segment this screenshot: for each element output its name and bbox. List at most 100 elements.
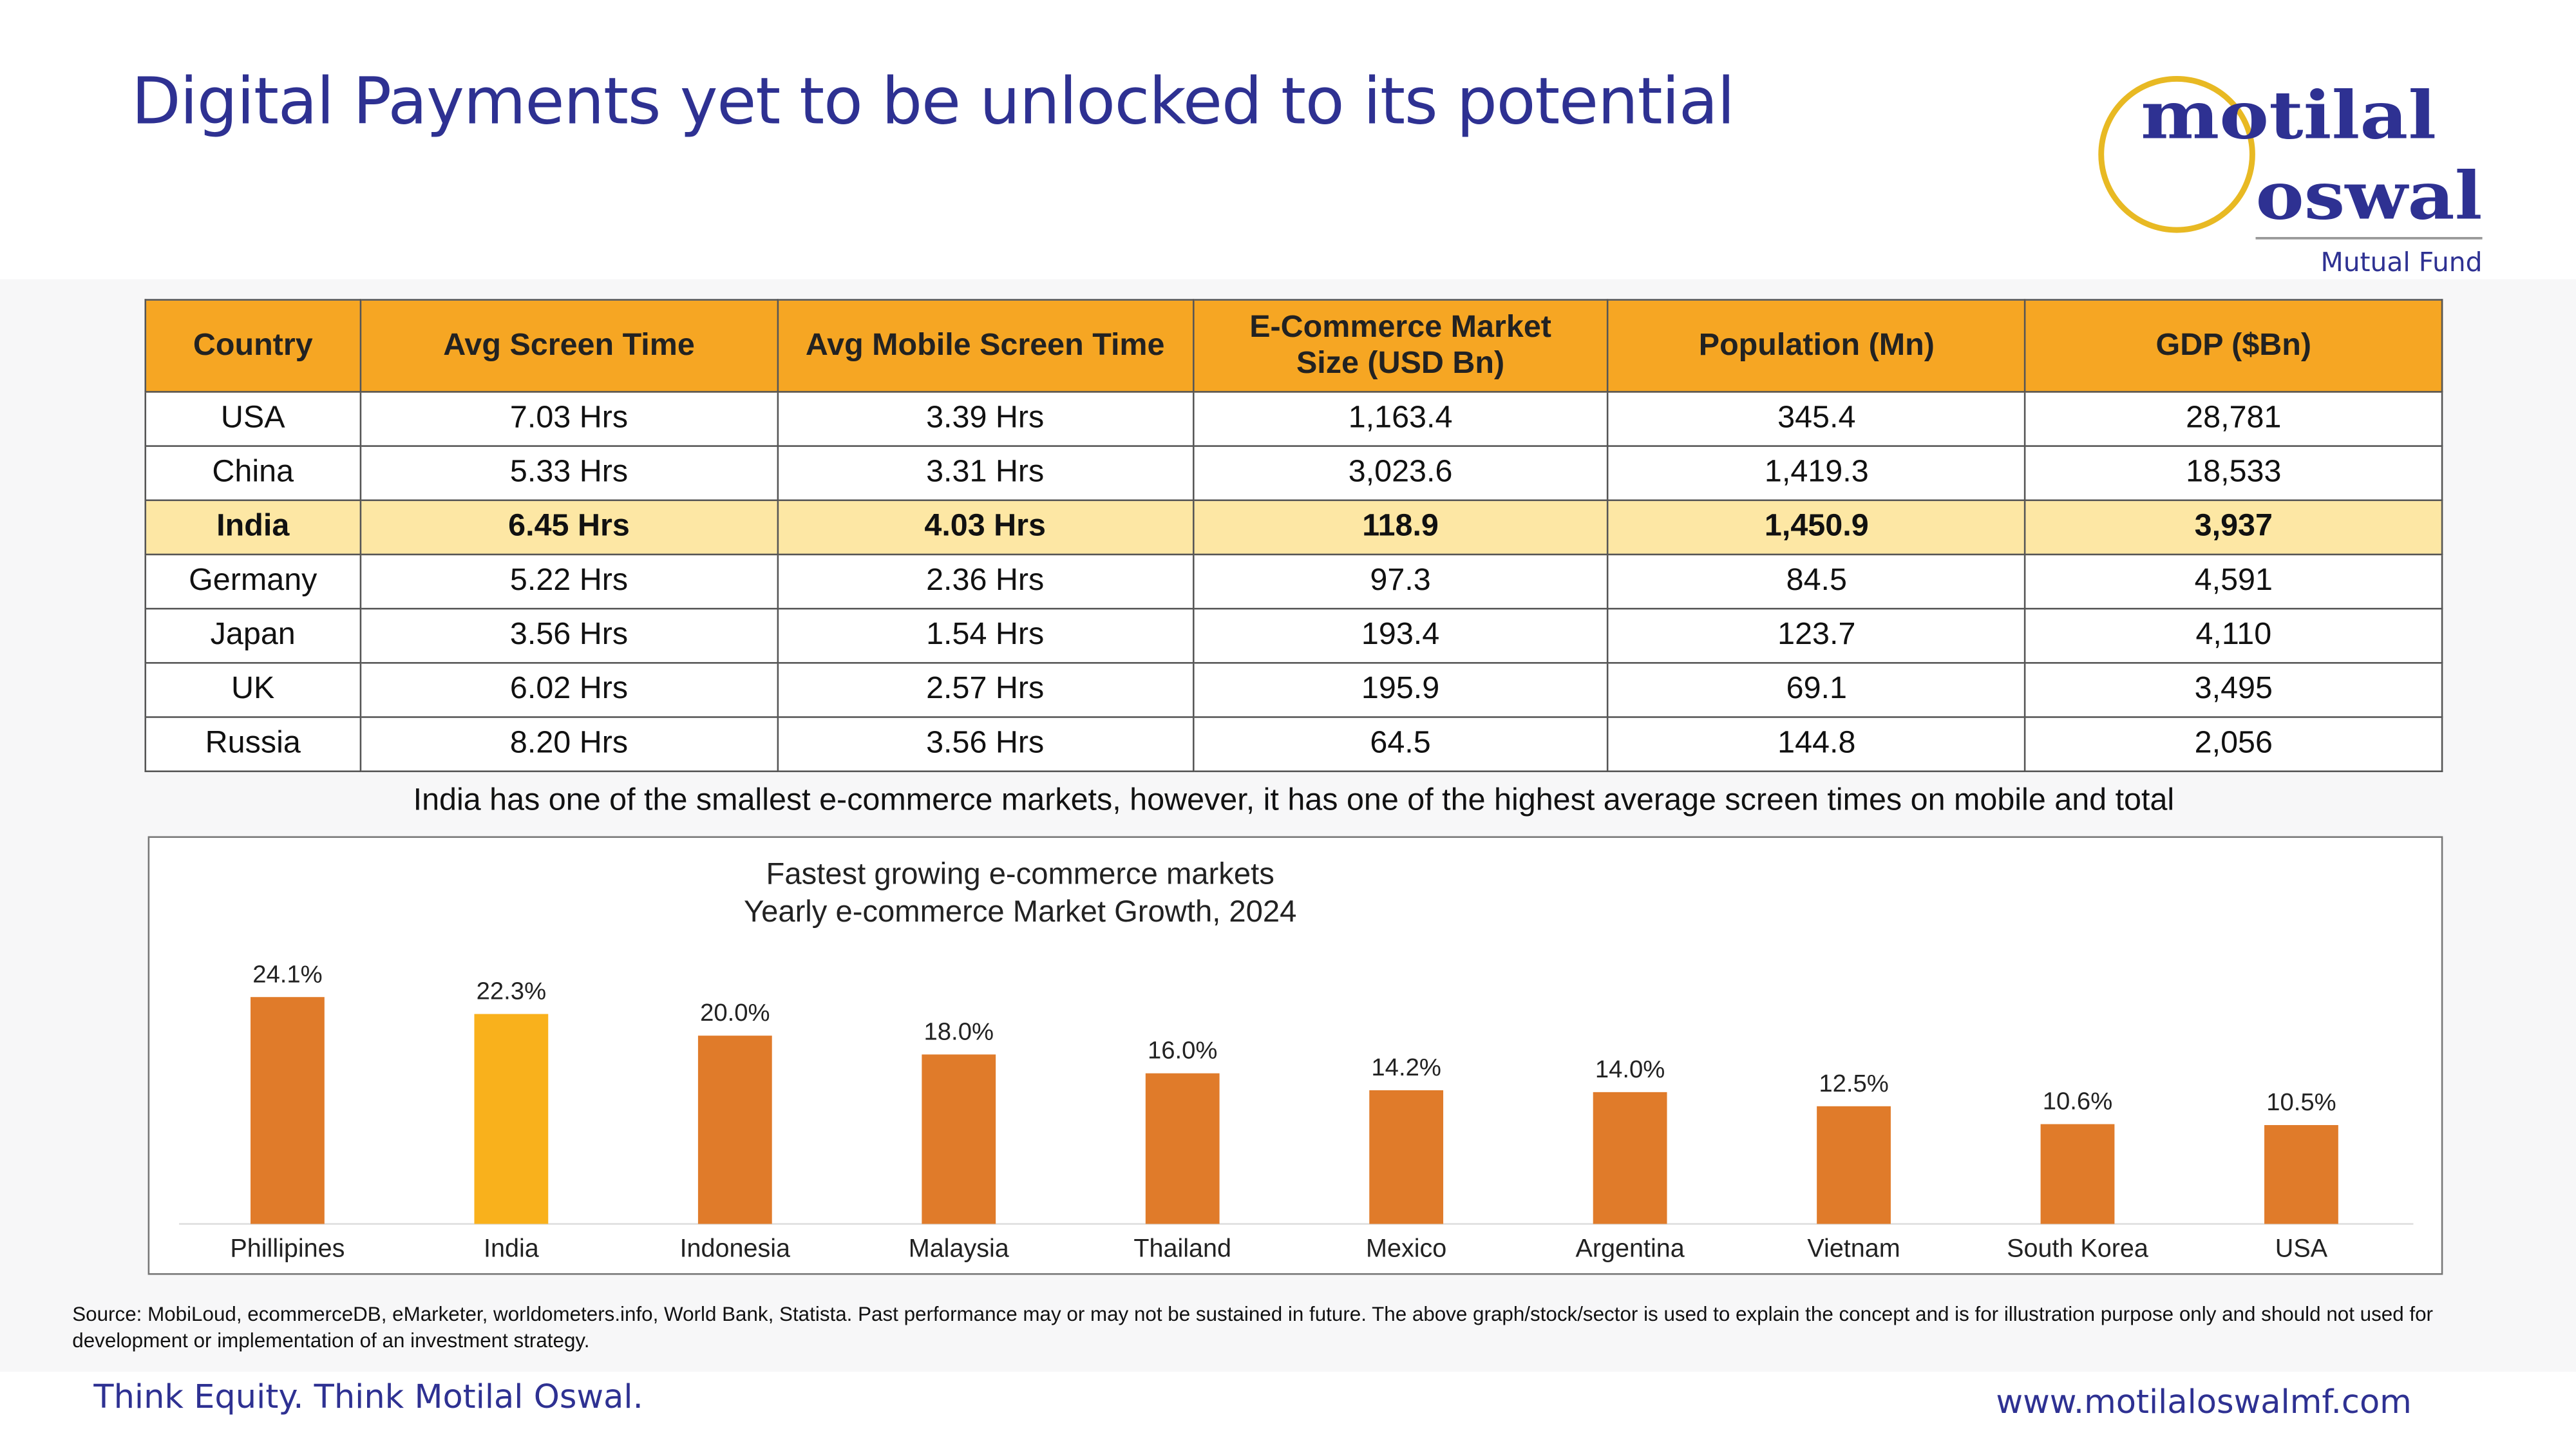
growth-chart: Fastest growing e-commerce markets Yearl… [147, 836, 2443, 1275]
category-label: Malaysia [909, 1235, 1009, 1263]
table-cell: 18,533 [2024, 445, 2443, 502]
chart-title: Fastest growing e-commerce markets [766, 857, 1274, 891]
table-cell: 1.54 Hrs [777, 607, 1194, 664]
table-cell: 8.20 Hrs [359, 716, 779, 772]
data-label: 10.5% [2266, 1088, 2336, 1116]
data-label: 10.6% [2043, 1088, 2112, 1115]
table-cell: 118.9 [1191, 499, 1609, 556]
bar-malaysia [922, 1054, 996, 1224]
table-cell: 28,781 [2024, 391, 2443, 447]
table-cell: 195.9 [1191, 662, 1609, 718]
column-header: Population (Mn) [1607, 299, 2026, 393]
logo-subtitle: Mutual Fund [2320, 247, 2482, 278]
table-cell: Germany [144, 553, 362, 610]
table-cell: 4.03 Hrs [777, 499, 1194, 556]
table-cell: 4,110 [2024, 607, 2443, 664]
category-label: Phillipines [230, 1235, 345, 1263]
table-cell: Japan [144, 607, 362, 664]
table-cell: Russia [144, 716, 362, 772]
table-cell: 2,056 [2024, 716, 2443, 772]
table-cell: 7.03 Hrs [359, 391, 779, 447]
column-header: E-Commerce Market Size (USD Bn) [1191, 299, 1609, 393]
category-label: Mexico [1366, 1235, 1446, 1263]
chart-subtitle: Yearly e-commerce Market Growth, 2024 [744, 895, 1296, 929]
table-cell: 2.36 Hrs [777, 553, 1194, 610]
data-label: 22.3% [477, 978, 546, 1005]
growth-chart-svg: Fastest growing e-commerce markets Yearl… [179, 857, 2414, 1263]
bar-usa [2264, 1125, 2338, 1224]
bar-thailand [1145, 1073, 1220, 1224]
table-caption: India has one of the smallest e-commerce… [413, 783, 2175, 819]
table-cell: India [144, 499, 362, 556]
table-cell: 3,023.6 [1191, 445, 1609, 502]
table-cell: 3,495 [2024, 662, 2443, 718]
data-label: 20.0% [700, 999, 770, 1027]
table-row: Japan 3.56 Hrs 1.54 Hrs 193.4 123.7 4,110 [144, 607, 2443, 664]
table-cell: 97.3 [1191, 553, 1609, 610]
table-cell: 6.02 Hrs [359, 662, 779, 718]
data-label: 14.0% [1595, 1056, 1665, 1083]
category-label: Argentina [1575, 1235, 1684, 1263]
table-cell: UK [144, 662, 362, 718]
footer-tagline: Think Equity. Think Motilal Oswal. [93, 1376, 643, 1416]
category-label: Thailand [1133, 1235, 1231, 1263]
table-cell: 3,937 [2024, 499, 2443, 556]
bar-south-korea [2040, 1124, 2115, 1224]
table-cell: 5.22 Hrs [359, 553, 779, 610]
table-cell: 1,450.9 [1607, 499, 2026, 556]
table-cell: 3.56 Hrs [359, 607, 779, 664]
table-cell: 3.39 Hrs [777, 391, 1194, 447]
table-cell: 84.5 [1607, 553, 2026, 610]
table-cell: 3.31 Hrs [777, 445, 1194, 502]
category-label: Indonesia [680, 1235, 790, 1263]
category-label: India [484, 1235, 539, 1263]
motilal-oswal-logo: motilal oswal Mutual Fund [2098, 75, 2483, 278]
data-label: 14.2% [1371, 1054, 1441, 1081]
table-cell: 193.4 [1191, 607, 1609, 664]
data-label: 24.1% [252, 960, 322, 988]
category-label: South Korea [2007, 1235, 2148, 1263]
logo-word-oswal: oswal [2256, 157, 2483, 234]
table-cell: 123.7 [1607, 607, 2026, 664]
bar-phillipines [251, 997, 325, 1224]
data-label: 12.5% [1819, 1070, 1888, 1097]
page-title: Digital Payments yet to be unlocked to i… [131, 66, 1735, 140]
table-cell: 144.8 [1607, 716, 2026, 772]
column-header: Avg Mobile Screen Time [777, 299, 1194, 393]
bar-argentina [1593, 1092, 1667, 1224]
table-cell: 69.1 [1607, 662, 2026, 718]
footer-url[interactable]: www.motilaloswalmf.com [1996, 1381, 2412, 1421]
category-label: Vietnam [1807, 1235, 1900, 1263]
column-header: GDP ($Bn) [2024, 299, 2443, 393]
table-cell: 1,163.4 [1191, 391, 1609, 447]
table-row: India 6.45 Hrs 4.03 Hrs 118.9 1,450.9 3,937 [144, 499, 2443, 556]
table-cell: 6.45 Hrs [359, 499, 779, 556]
table-row: USA 7.03 Hrs 3.39 Hrs 1,163.4 345.4 28,781 [144, 391, 2443, 447]
bar-mexico [1369, 1090, 1444, 1224]
table-cell: 3.56 Hrs [777, 716, 1194, 772]
bar-group: 24.1% Phillipines 22.3% India 20.0% Indonesia… [230, 960, 2338, 1263]
category-label: USA [2275, 1235, 2328, 1263]
column-header: Avg Screen Time [359, 299, 779, 393]
column-header: Country [144, 299, 362, 393]
table-header-row: Country Avg Screen Time Avg Mobile Screen … [144, 299, 2443, 393]
table-cell: 5.33 Hrs [359, 445, 779, 502]
table-cell: 4,591 [2024, 553, 2443, 610]
table-cell: USA [144, 391, 362, 447]
country-comparison-table: Country Avg Screen Time Avg Mobile Screen … [144, 299, 2443, 772]
bar-indonesia [697, 1036, 772, 1224]
bar-india [474, 1014, 549, 1224]
source-note: Source: MobiLoud, ecommerceDB, eMarketer… [72, 1302, 2433, 1352]
table-row: Russia 8.20 Hrs 3.56 Hrs 64.5 144.8 2,056 [144, 716, 2443, 772]
table-cell: China [144, 445, 362, 502]
logo-ring [2098, 75, 2255, 233]
table-cell: 1,419.3 [1607, 445, 2026, 502]
data-label: 16.0% [1148, 1037, 1217, 1065]
table-cell: 345.4 [1607, 391, 2026, 447]
data-label: 18.0% [924, 1018, 994, 1045]
table-cell: 64.5 [1191, 716, 1609, 772]
table-cell: 2.57 Hrs [777, 662, 1194, 718]
table-row: UK 6.02 Hrs 2.57 Hrs 195.9 69.1 3,495 [144, 662, 2443, 718]
logo-word-motilal: motilal [2141, 77, 2436, 154]
